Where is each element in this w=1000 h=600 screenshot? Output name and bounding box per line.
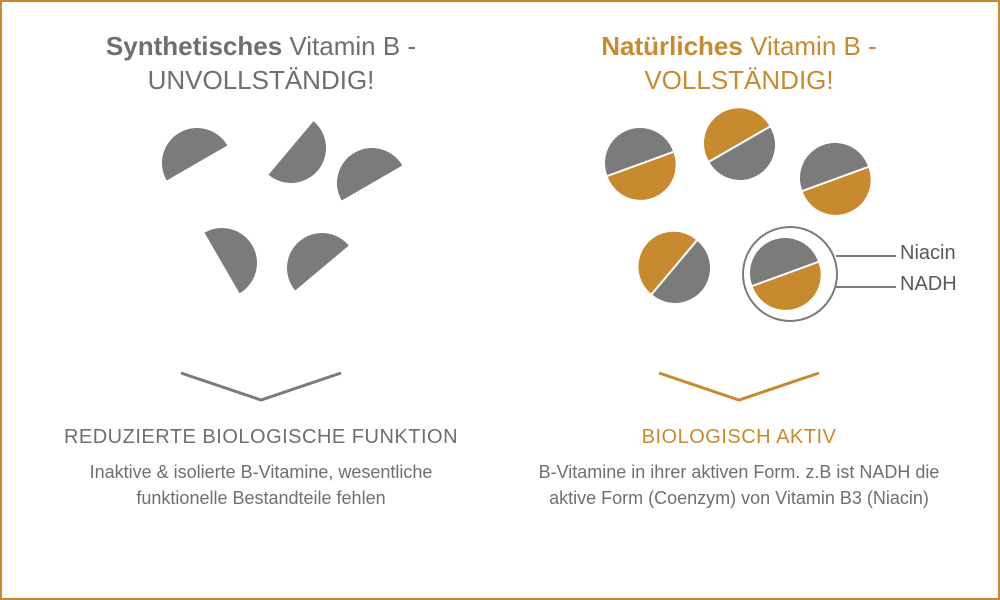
callout-label-nadh: NADH [900,273,957,296]
heading-bold: Natürliches [601,31,743,61]
natural-result-title: BIOLOGISCH AKTIV [642,426,837,449]
heading-rest: Vitamin B - [282,31,416,61]
natural-heading: Natürliches Vitamin B - VOLLSTÄNDIG! [601,30,877,98]
callout-ring [742,226,838,322]
vitamin-shape [174,215,270,311]
comparison-frame: Synthetisches Vitamin B - UNVOLLSTÄNDIG!… [0,0,1000,600]
callout-label-niacin: Niacin [900,242,956,265]
natural-graphic: Niacin NADH [500,108,978,368]
chevron-icon [639,368,839,408]
vitamin-shape [626,218,725,317]
heading-rest: Vitamin B - [743,31,877,61]
vitamin-shape [273,218,372,317]
heading-bold: Synthetisches [106,31,282,61]
chevron-icon [161,368,361,408]
vitamin-shape [149,115,245,211]
synthetic-heading: Synthetisches Vitamin B - UNVOLLSTÄNDIG! [106,30,416,98]
vitamin-shape [242,98,341,197]
natural-result-desc: B-Vitamine in ihrer aktiven Form. z.B is… [529,459,949,511]
synthetic-result-desc: Inaktive & isolierte B-Vitamine, wesentl… [51,459,471,511]
vitamin-shape [692,97,788,193]
vitamin-shape [595,118,685,208]
callout-line [836,286,896,288]
synthetic-result-title: REDUZIERTE BIOLOGISCHE FUNKTION [64,426,458,449]
heading-line2: VOLLSTÄNDIG! [601,64,877,98]
vitamin-shape [790,133,880,223]
synthetic-graphic [22,108,500,368]
heading-line2: UNVOLLSTÄNDIG! [106,64,416,98]
vitamin-shape [324,135,420,231]
callout-line [836,255,896,257]
synthetic-column: Synthetisches Vitamin B - UNVOLLSTÄNDIG!… [22,30,500,568]
natural-column: Natürliches Vitamin B - VOLLSTÄNDIG! Nia… [500,30,978,568]
